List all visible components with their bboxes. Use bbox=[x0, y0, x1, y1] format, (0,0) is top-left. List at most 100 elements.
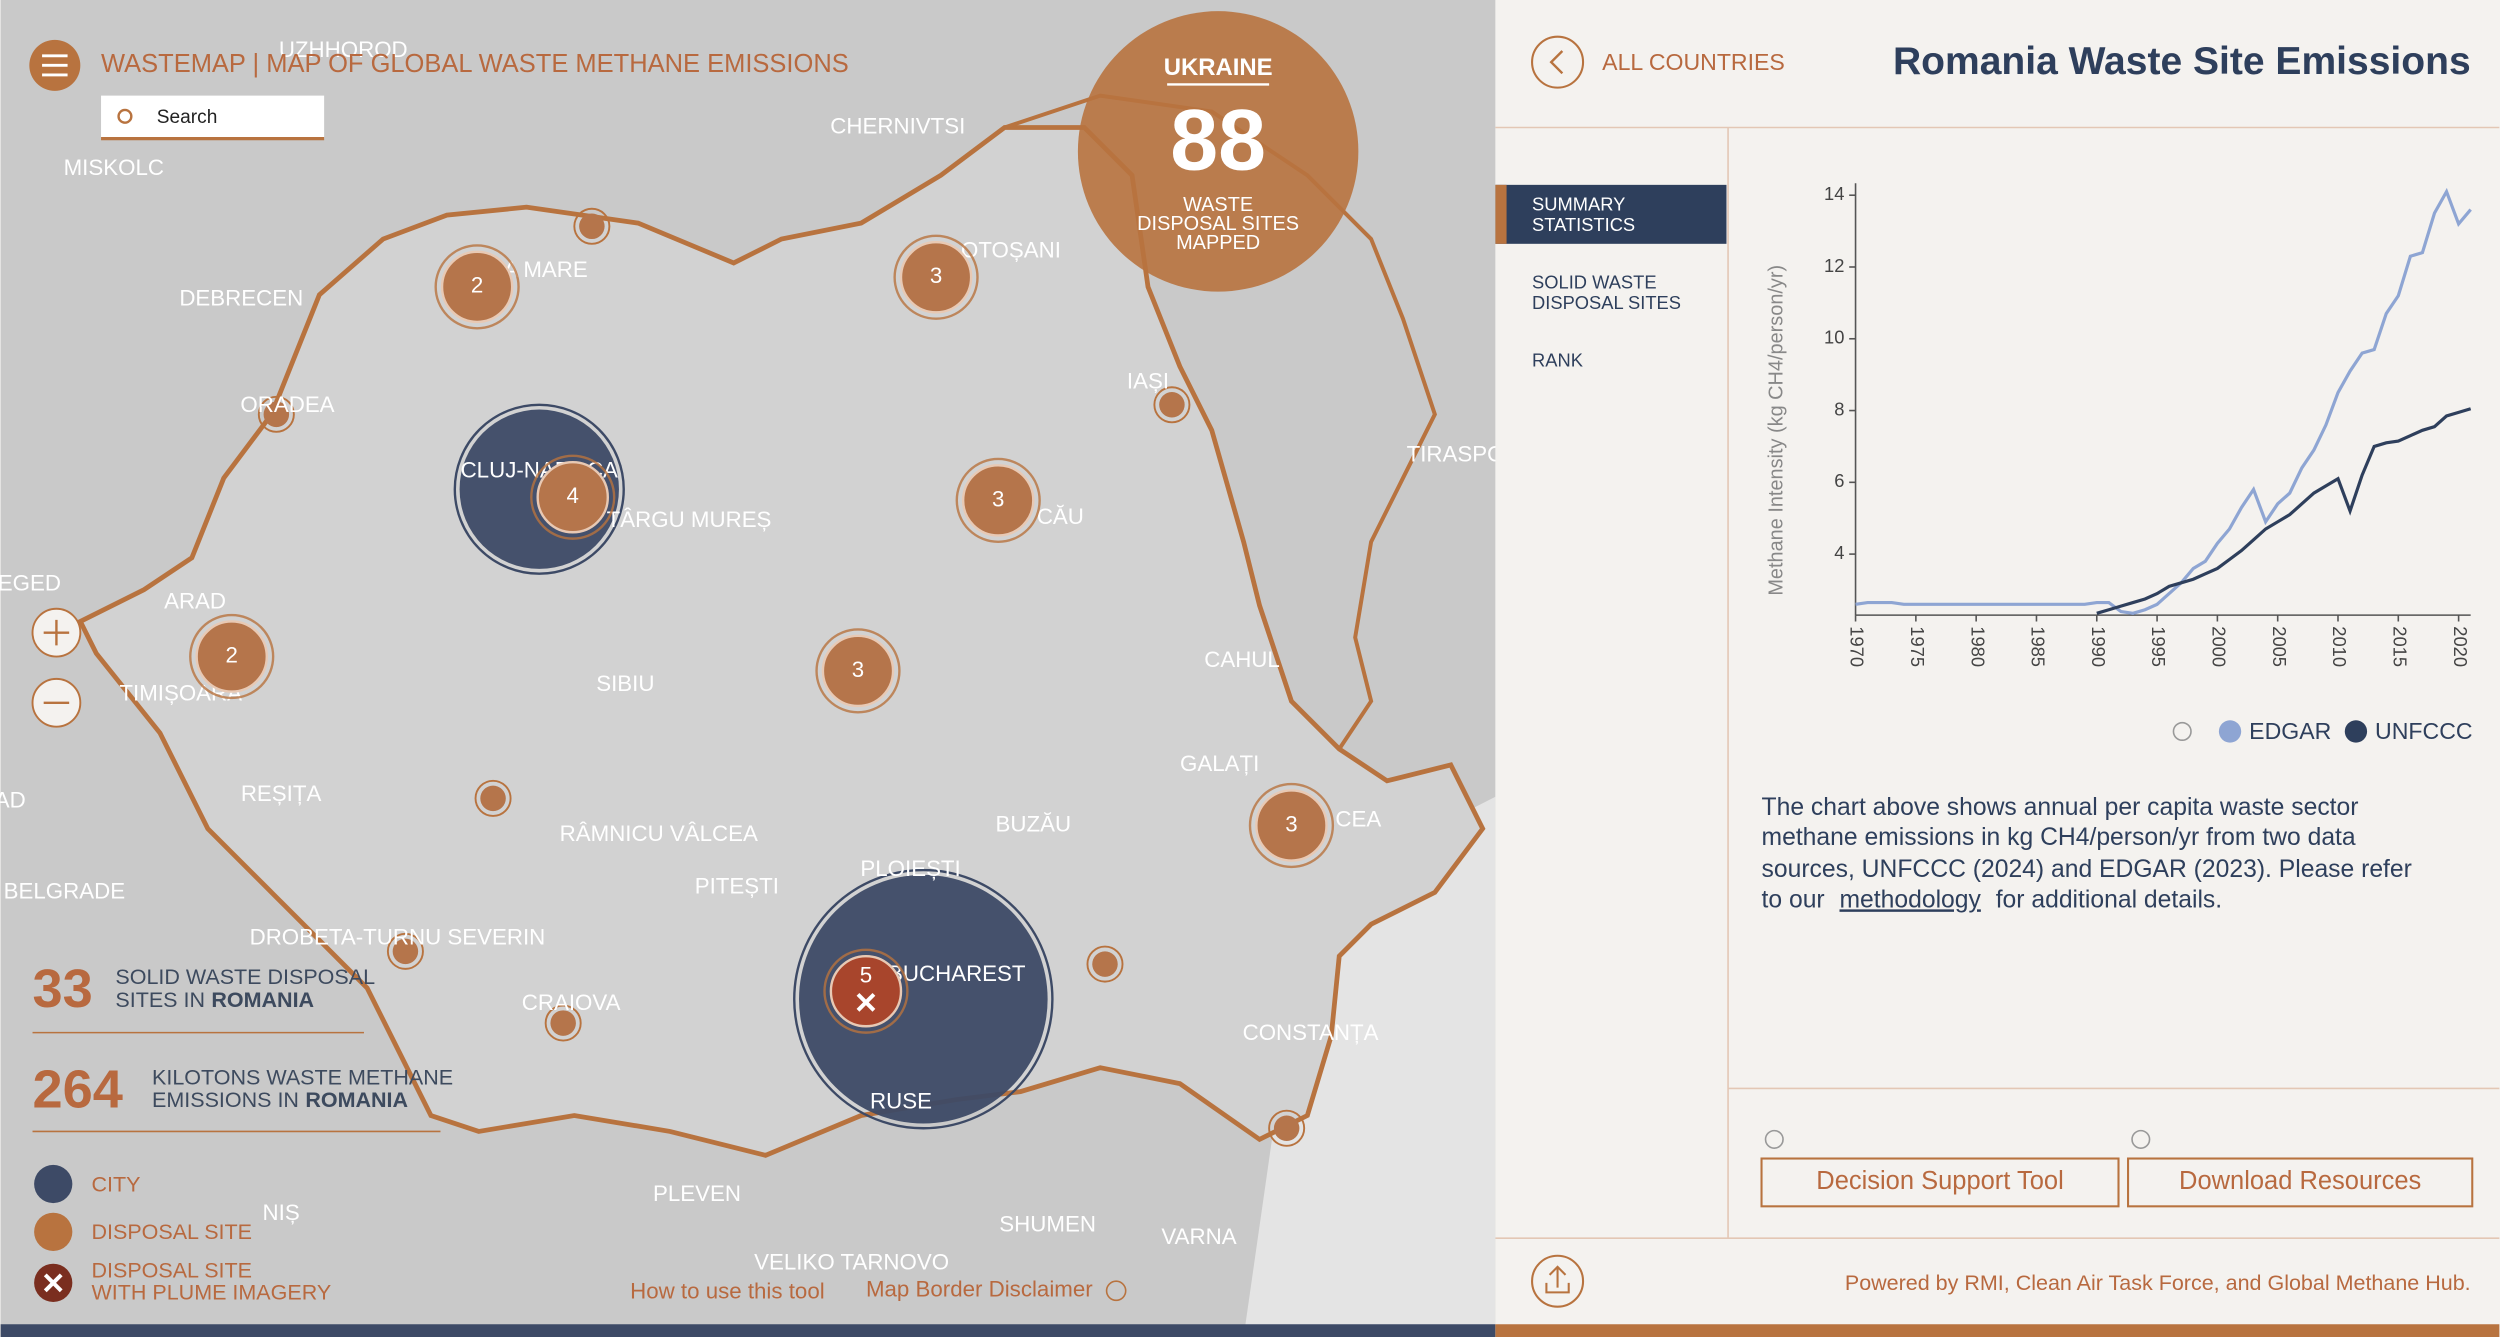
info-icon[interactable] bbox=[1105, 1280, 1127, 1302]
back-button[interactable] bbox=[1531, 35, 1585, 89]
y-axis-label: Methane Intensity (kg CH4/person/yr) bbox=[1766, 265, 1788, 596]
site-marker bbox=[257, 395, 295, 433]
stat-value: 264 bbox=[33, 1059, 123, 1119]
methodology-link[interactable]: methodology bbox=[1840, 886, 1982, 913]
legend-swatch bbox=[2218, 720, 2242, 743]
site-marker bbox=[1268, 1109, 1306, 1147]
back-link[interactable]: ALL COUNTRIES bbox=[1602, 49, 1785, 75]
place-label: TIRASPO bbox=[1407, 442, 1505, 467]
site-marker bbox=[550, 1010, 576, 1036]
y-tick-label: 14 bbox=[1824, 183, 1844, 204]
x-tick-label: 1970 bbox=[1847, 626, 1868, 667]
tab-active[interactable] bbox=[1495, 184, 1727, 244]
search-box[interactable] bbox=[101, 95, 325, 139]
site-marker bbox=[474, 779, 512, 817]
tab-label[interactable]: SUMMARY bbox=[1532, 193, 1625, 214]
callout-caption: MAPPED bbox=[1176, 232, 1260, 254]
cluster-count: 2 bbox=[471, 273, 483, 298]
description-line: methane emissions in kg CH4/person/yr fr… bbox=[1762, 824, 2356, 851]
share-button[interactable] bbox=[1531, 1254, 1585, 1308]
place-label: VARNA bbox=[1161, 1224, 1236, 1249]
legend-label: CITY bbox=[91, 1172, 140, 1196]
cluster[interactable] bbox=[1255, 789, 1328, 862]
y-tick-label: 8 bbox=[1834, 398, 1844, 419]
x-tick-label: 2000 bbox=[2209, 626, 2230, 667]
info-icon[interactable] bbox=[2172, 721, 2192, 742]
place-label: AD bbox=[0, 787, 26, 812]
button[interactable] bbox=[2127, 1157, 2474, 1208]
x-tick-label: 1990 bbox=[2088, 626, 2109, 667]
place-label: BUCHAREST bbox=[888, 961, 1026, 986]
site-marker bbox=[544, 1004, 582, 1042]
search-icon bbox=[117, 108, 133, 124]
place-label: DROBETA-TURNU SEVERIN bbox=[250, 924, 546, 949]
cluster-ring bbox=[955, 457, 1041, 544]
cluster[interactable] bbox=[899, 241, 973, 314]
credits: Powered by RMI, Clean Air Task Force, an… bbox=[1845, 1271, 2471, 1295]
app-title: WASTEMAP | MAP OF GLOBAL WASTE METHANE E… bbox=[101, 50, 849, 78]
button[interactable] bbox=[1760, 1157, 2120, 1208]
tab-label[interactable]: DISPOSAL SITES bbox=[1532, 292, 1681, 313]
country-callout[interactable] bbox=[1077, 11, 1359, 292]
cluster-count: 4 bbox=[567, 483, 579, 508]
cluster[interactable] bbox=[829, 954, 903, 1028]
plume-icon bbox=[856, 992, 876, 1012]
site-marker bbox=[579, 213, 605, 240]
button-label[interactable]: Decision Support Tool bbox=[1816, 1167, 2063, 1195]
cluster[interactable] bbox=[536, 460, 609, 534]
bottom-bar bbox=[0, 1324, 1496, 1337]
cluster[interactable] bbox=[821, 634, 895, 708]
site-marker bbox=[1159, 392, 1185, 418]
site-marker bbox=[1086, 945, 1124, 983]
disclaimer-link[interactable]: Map Border Disclaimer bbox=[866, 1277, 1093, 1302]
callout-caption: WASTE bbox=[1183, 194, 1253, 216]
info-icon[interactable] bbox=[1764, 1129, 1784, 1149]
place-label: NIȘ bbox=[263, 1200, 300, 1225]
x-tick-label: 1980 bbox=[1967, 626, 1988, 667]
button-label[interactable]: Download Resources bbox=[2179, 1167, 2421, 1195]
stat-text: KILOTONS WASTE METHANE bbox=[152, 1066, 453, 1090]
place-label: MISKOLC bbox=[64, 155, 164, 180]
site-marker bbox=[1273, 1115, 1300, 1141]
info-icon[interactable] bbox=[2131, 1129, 2151, 1149]
zoom-in-icon bbox=[43, 619, 70, 646]
callout-count: 88 bbox=[1170, 92, 1266, 188]
help-link[interactable]: How to use this tool bbox=[630, 1278, 825, 1303]
site-marker bbox=[386, 932, 424, 970]
country-border bbox=[77, 125, 1486, 1158]
tab-label[interactable]: STATISTICS bbox=[1532, 214, 1635, 235]
legend-label: EDGAR bbox=[2249, 718, 2331, 744]
place-label: CONSTANȚA bbox=[1243, 1020, 1379, 1045]
tab-label[interactable]: RANK bbox=[1532, 350, 1584, 371]
description-line: for additional details. bbox=[1996, 886, 2222, 913]
cluster-ring bbox=[1248, 782, 1335, 869]
description: The chart above shows annual per capita … bbox=[1762, 793, 2419, 912]
place-label: DEBRECEN bbox=[179, 285, 303, 310]
description-line: sources, UNFCCC (2024) and EDGAR (2023).… bbox=[1762, 856, 2412, 883]
place-label: PLOIEȘTI bbox=[860, 856, 960, 881]
x-tick-label: 1985 bbox=[2028, 626, 2049, 667]
cluster[interactable] bbox=[961, 464, 1035, 537]
description-line: The chart above shows annual per capita … bbox=[1762, 793, 2359, 820]
city-circle bbox=[453, 403, 625, 575]
cluster[interactable] bbox=[440, 250, 514, 324]
tab-label[interactable]: SOLID WASTE bbox=[1532, 271, 1656, 292]
x-tick-label: 2015 bbox=[2389, 626, 2410, 667]
cluster-count: 3 bbox=[1285, 811, 1297, 836]
share-icon bbox=[1545, 1265, 1570, 1294]
place-label: CEA bbox=[1335, 807, 1381, 832]
x-tick-label: 1975 bbox=[1907, 626, 1928, 667]
y-tick-label: 4 bbox=[1834, 542, 1844, 563]
cluster-count: 3 bbox=[930, 263, 942, 288]
cluster[interactable] bbox=[195, 620, 268, 693]
place-label: PITEȘTI bbox=[695, 874, 779, 899]
place-label: OTOȘANI bbox=[961, 238, 1061, 263]
site-marker bbox=[1092, 951, 1118, 977]
stat-text: EMISSIONS IN ROMANIA bbox=[152, 1088, 408, 1112]
place-label: A MARE bbox=[504, 257, 588, 282]
stat-country: ROMANIA bbox=[305, 1088, 408, 1112]
map-layer: UZHHOROD CHERNIVTSI MISKOLC DEBRECEN ORADEA C… bbox=[0, 37, 1505, 1275]
back-icon bbox=[1549, 50, 1564, 75]
y-tick-label: 6 bbox=[1834, 470, 1844, 491]
